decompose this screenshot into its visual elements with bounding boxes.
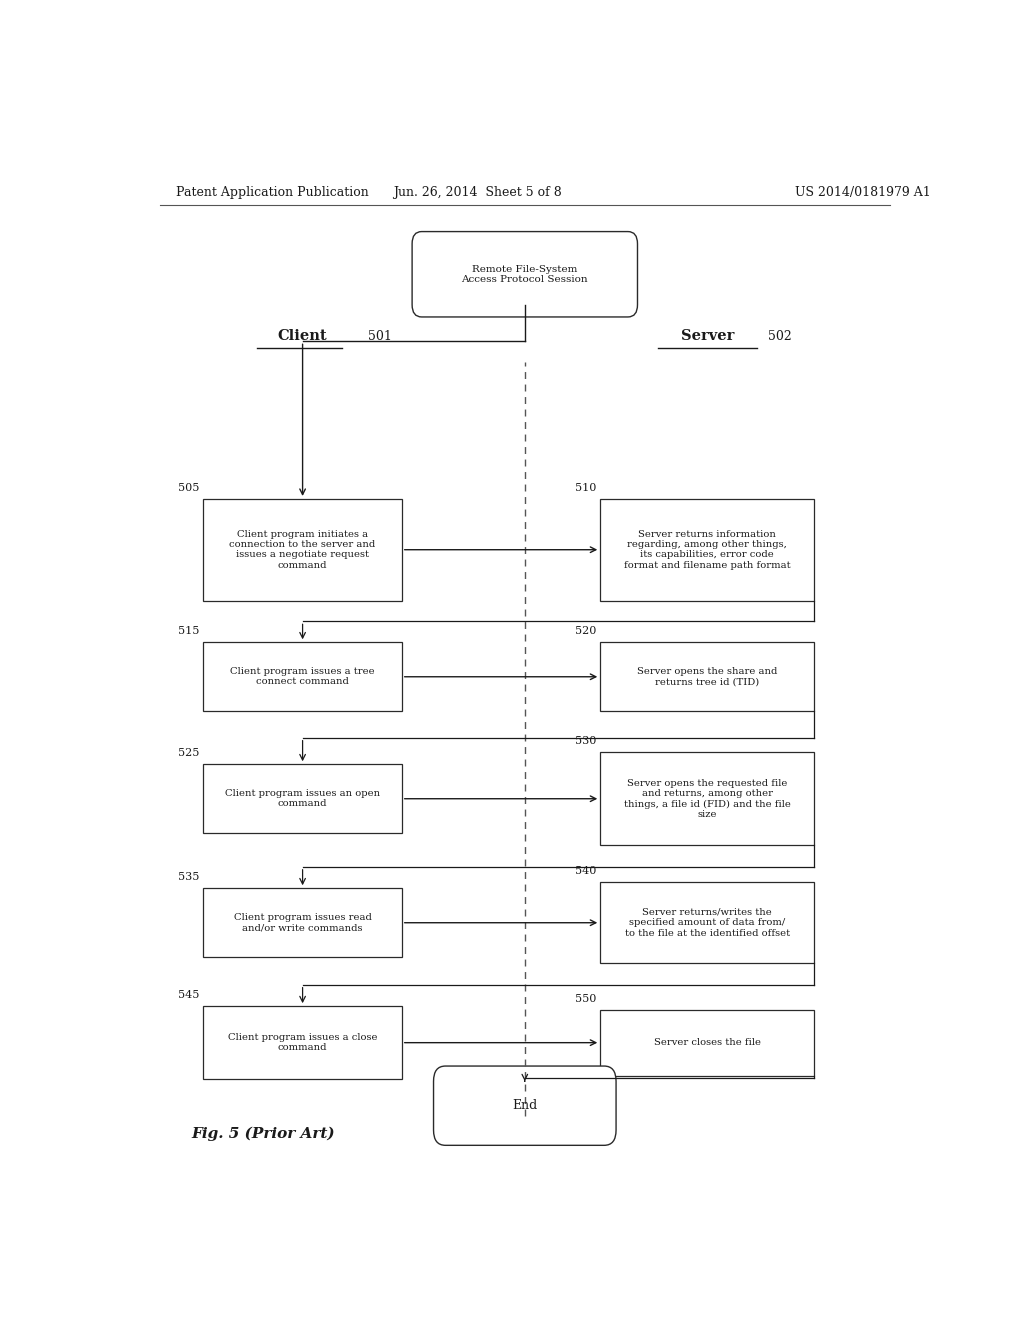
FancyBboxPatch shape (600, 643, 814, 711)
Text: 545: 545 (178, 990, 200, 1001)
Text: Server returns information
regarding, among other things,
its capabilities, erro: Server returns information regarding, am… (624, 529, 791, 570)
Text: Client program issues a close
command: Client program issues a close command (228, 1034, 377, 1052)
FancyBboxPatch shape (600, 752, 814, 846)
Text: 525: 525 (178, 748, 200, 758)
FancyBboxPatch shape (412, 231, 638, 317)
Text: Server returns/writes the
specified amount of data from/
to the file at the iden: Server returns/writes the specified amou… (625, 908, 790, 937)
Text: Fig. 5 (Prior Art): Fig. 5 (Prior Art) (191, 1127, 335, 1142)
FancyBboxPatch shape (204, 643, 401, 711)
Text: Client: Client (278, 329, 328, 343)
Text: Server opens the share and
returns tree id (TID): Server opens the share and returns tree … (637, 667, 777, 686)
FancyBboxPatch shape (600, 1010, 814, 1076)
Text: Server: Server (681, 329, 734, 343)
Text: 501: 501 (368, 330, 391, 343)
Text: Client program initiates a
connection to the server and
issues a negotiate reque: Client program initiates a connection to… (229, 529, 376, 570)
FancyBboxPatch shape (204, 1006, 401, 1080)
Text: 550: 550 (574, 994, 596, 1003)
FancyBboxPatch shape (600, 499, 814, 601)
Text: 502: 502 (768, 330, 792, 343)
Text: End: End (512, 1100, 538, 1113)
FancyBboxPatch shape (204, 499, 401, 601)
FancyBboxPatch shape (433, 1067, 616, 1146)
Text: 505: 505 (178, 483, 200, 492)
Text: Client program issues read
and/or write commands: Client program issues read and/or write … (233, 913, 372, 932)
Text: 515: 515 (178, 626, 200, 636)
Text: Server closes the file: Server closes the file (654, 1038, 761, 1047)
Text: Server opens the requested file
and returns, among other
things, a file id (FID): Server opens the requested file and retu… (624, 779, 791, 818)
Text: US 2014/0181979 A1: US 2014/0181979 A1 (795, 186, 931, 199)
Text: 540: 540 (574, 866, 596, 876)
Text: Client program issues an open
command: Client program issues an open command (225, 789, 380, 808)
Text: Jun. 26, 2014  Sheet 5 of 8: Jun. 26, 2014 Sheet 5 of 8 (393, 186, 561, 199)
Text: Patent Application Publication: Patent Application Publication (176, 186, 369, 199)
FancyBboxPatch shape (600, 882, 814, 964)
FancyBboxPatch shape (204, 888, 401, 957)
FancyBboxPatch shape (204, 764, 401, 833)
Text: Remote File-System
Access Protocol Session: Remote File-System Access Protocol Sessi… (462, 264, 588, 284)
Text: 535: 535 (178, 873, 200, 882)
Text: 520: 520 (574, 626, 596, 636)
Text: Client program issues a tree
connect command: Client program issues a tree connect com… (230, 667, 375, 686)
Text: 530: 530 (574, 735, 596, 746)
Text: 510: 510 (574, 483, 596, 492)
